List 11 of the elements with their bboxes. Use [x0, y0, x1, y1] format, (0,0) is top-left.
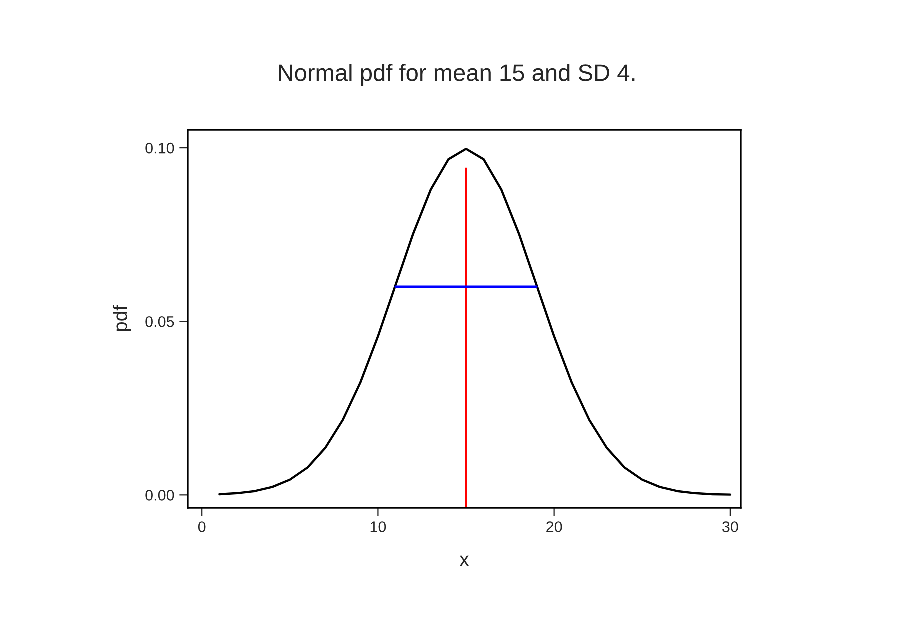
- line-series: [218, 148, 732, 496]
- x-tick-label: 30: [722, 522, 738, 532]
- x-tick-label: 20: [546, 522, 562, 532]
- y-tick-label: 0.10: [146, 142, 174, 154]
- y-tick-label: 0.05: [146, 316, 174, 328]
- x-tick-label: 0: [198, 522, 206, 532]
- x-tick-label: 10: [370, 522, 386, 532]
- y-tick-label: 0.00: [146, 490, 174, 501]
- x-axis-title: x: [460, 556, 470, 566]
- y-axis-title: pdf: [113, 305, 132, 332]
- chart-title: Normal pdf for mean 15 and SD 4.: [279, 64, 635, 86]
